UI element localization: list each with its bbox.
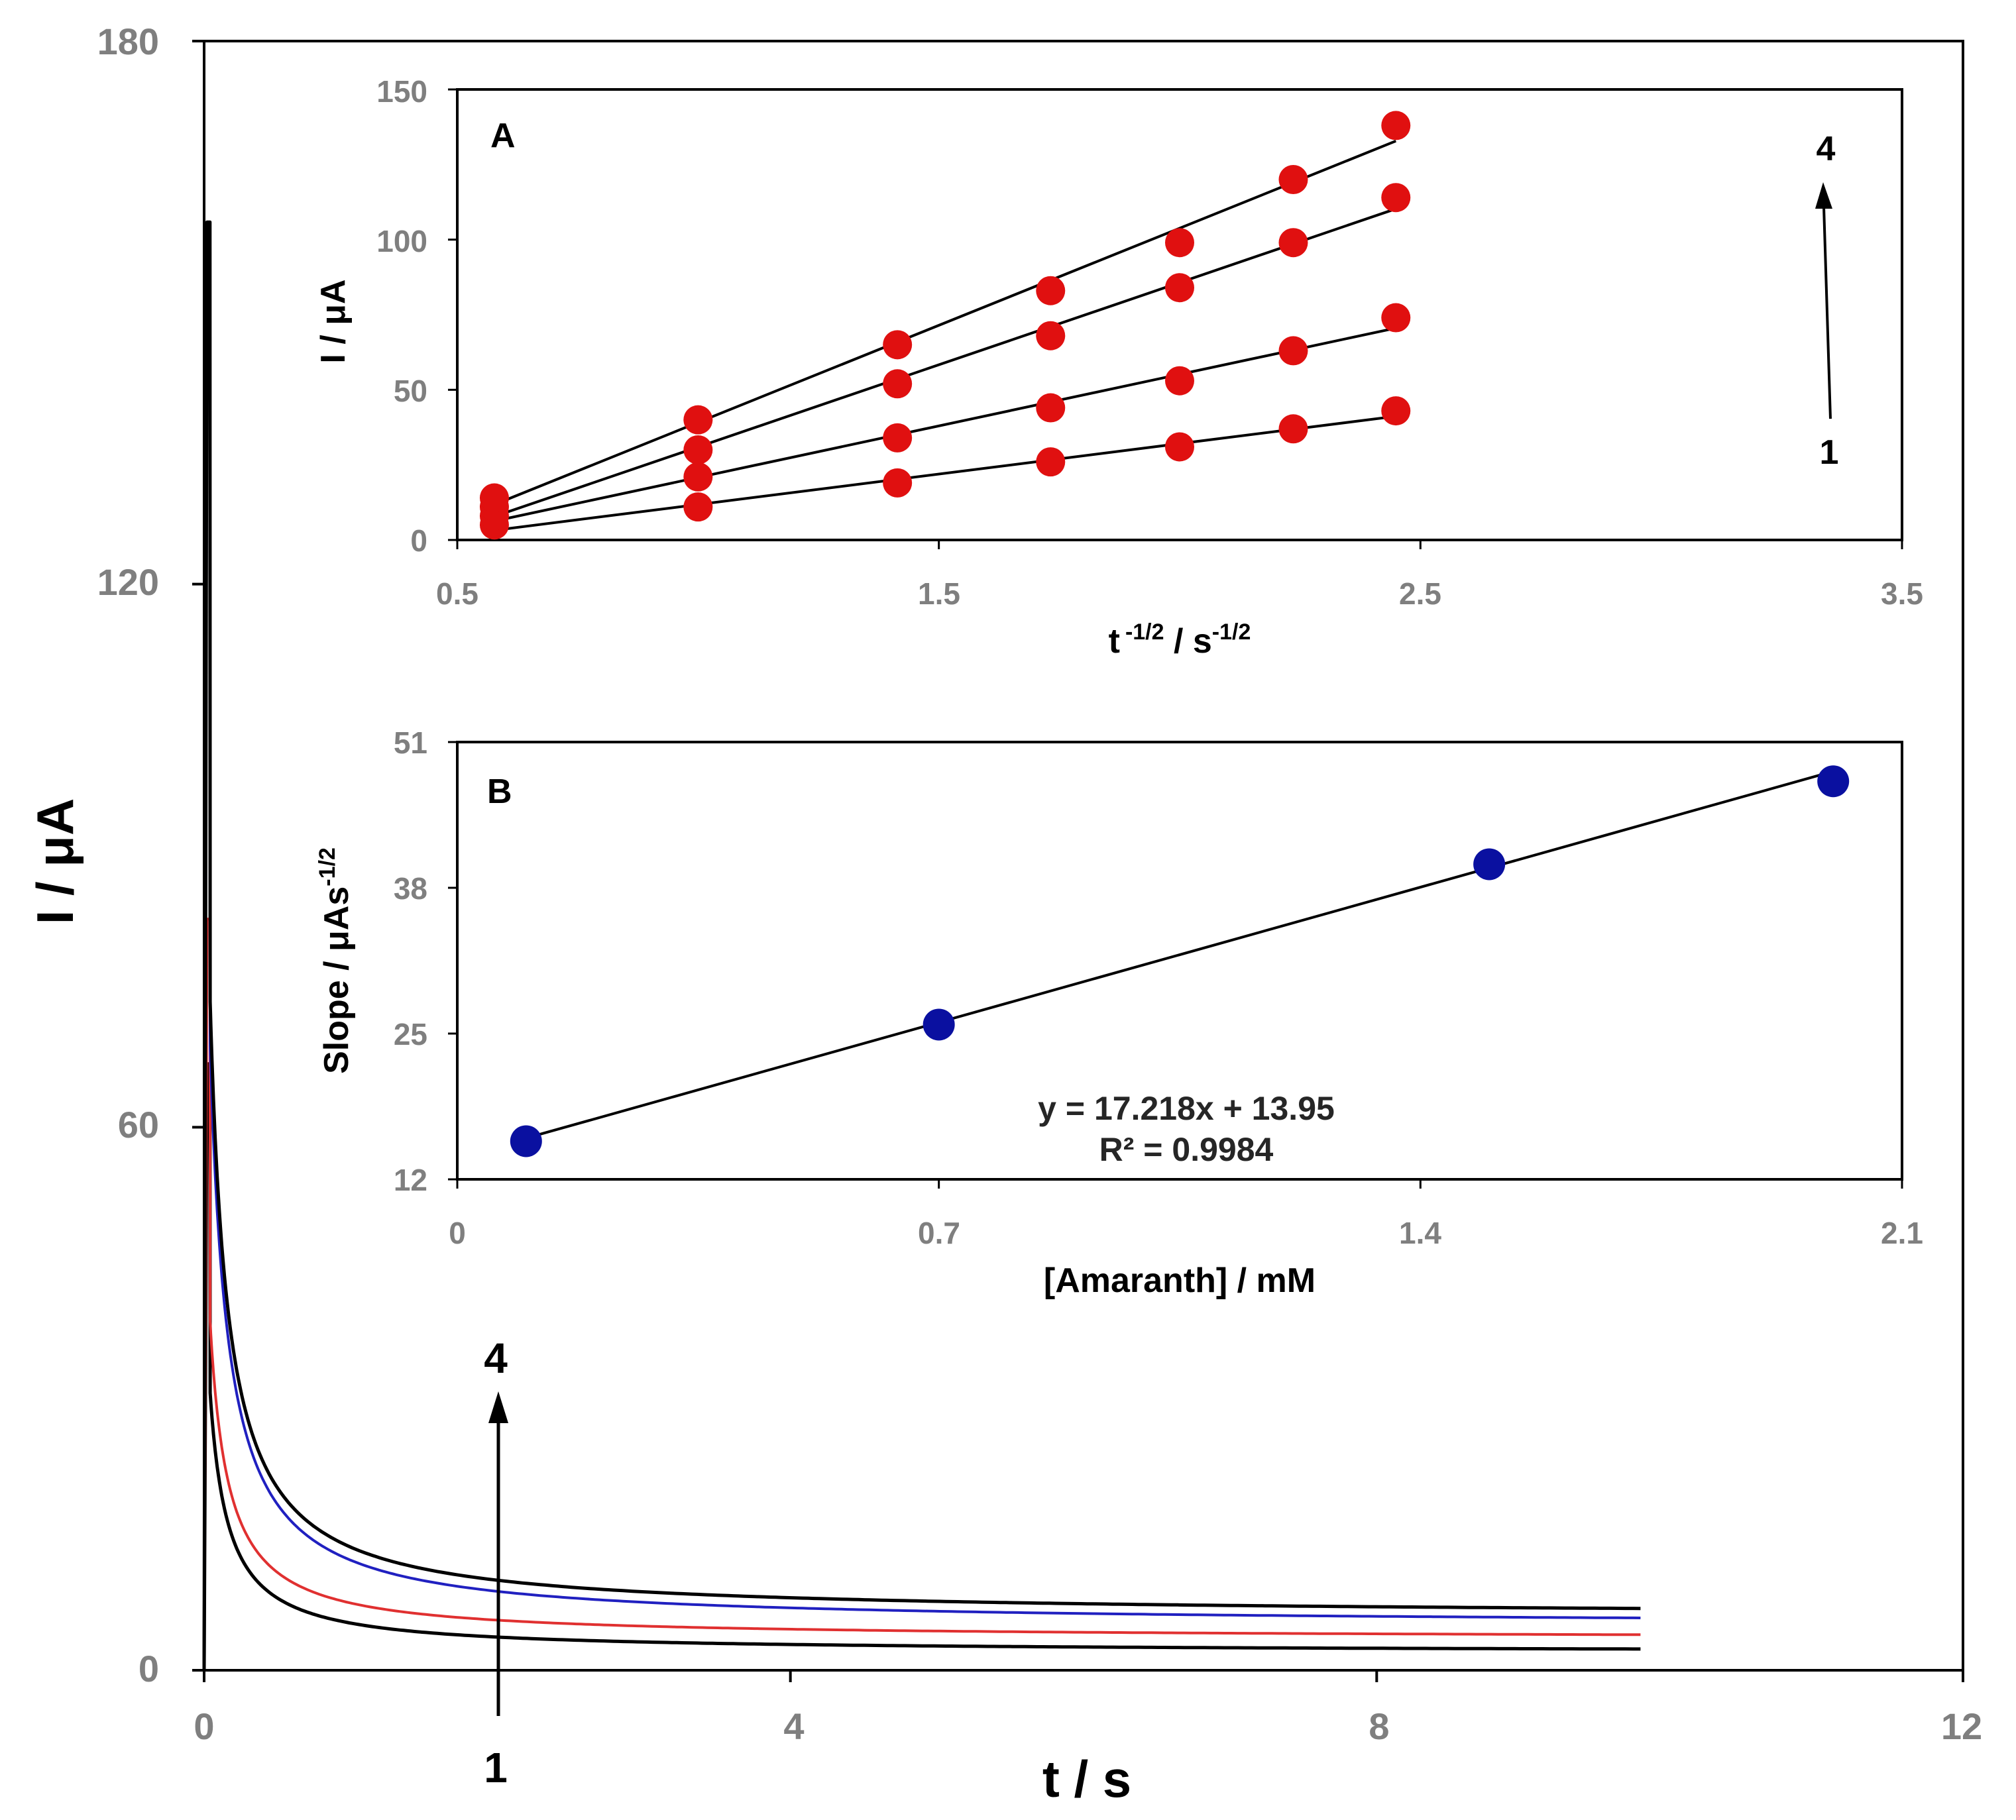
inset-a-points (479, 111, 1411, 540)
inset-b-xtick-label: 2.1 (1881, 1216, 1923, 1250)
inset-a-frame (456, 88, 1903, 541)
inset-a-point (683, 492, 713, 522)
inset-b-x-axis-title: [Amaranth] / mM (1044, 1261, 1316, 1300)
inset-a-point (1381, 183, 1411, 213)
main-xtick-label: 12 (1941, 1705, 1982, 1747)
inset-a-y-axis-title: I / μA (314, 279, 353, 363)
main-series-line-4 (202, 220, 1641, 1671)
inset-b-xtick-label: 1.4 (1399, 1216, 1441, 1250)
inset-a-point (1165, 432, 1194, 462)
main-ytick-label: 120 (97, 561, 159, 603)
inset-a-xtick-label: 1.5 (918, 576, 960, 611)
inset-a-point (683, 462, 713, 492)
main-series-line-1 (202, 1062, 1641, 1671)
inset-a-point (1165, 366, 1194, 396)
inset-b-fit-line (526, 770, 1834, 1140)
main-y-axis-title: I / μA (26, 798, 84, 925)
inset-a-arrow-shaft (1822, 206, 1832, 419)
inset-a-point (1036, 447, 1066, 477)
main-ticks (192, 40, 1964, 1682)
inset-a-point (1036, 276, 1066, 305)
inset-b-fit-line (526, 770, 1834, 1140)
inset-a-arrow-label-end: 4 (1817, 130, 1836, 168)
inset-b-ytick-label: 51 (394, 725, 427, 760)
inset-a-fit-line-4 (494, 139, 1397, 506)
inset-a-ticks (448, 88, 1903, 549)
inset-b-ticks (448, 741, 1903, 1189)
inset-b-ytick-label: 25 (394, 1017, 427, 1051)
inset-a-point (1278, 414, 1308, 444)
inset-b-point (1473, 848, 1506, 881)
main-xtick-label: 4 (783, 1705, 804, 1747)
main-series-line-3 (203, 311, 1641, 1671)
inset-a-point (1381, 111, 1411, 140)
inset-a-point (479, 483, 509, 513)
main-x-axis-title: t / s (1042, 1750, 1131, 1808)
inset-a-point (883, 468, 913, 498)
main-arrow-head (488, 1391, 508, 1423)
inset-b-xtick-label: 0.7 (918, 1216, 960, 1250)
inset-a-xtick-label: 0.5 (436, 576, 478, 611)
inset-b-point (1817, 765, 1850, 798)
inset-a-point (1165, 228, 1194, 258)
inset-a-ytick-label: 100 (376, 224, 427, 258)
inset-a-arrow-label-start: 1 (1820, 433, 1839, 472)
inset-b-y-axis-title: Slope / μAs-1/2 (315, 847, 356, 1074)
inset-a-xtick-label: 3.5 (1881, 576, 1923, 611)
main-arrow-label-end: 4 (484, 1334, 508, 1382)
inset-b-point (923, 1008, 955, 1041)
inset-a-point (683, 405, 713, 435)
inset-b-panel-label: B (487, 773, 512, 811)
inset-a-point (883, 369, 913, 399)
main-curves (202, 220, 1641, 1671)
inset-b-frame (456, 741, 1903, 1181)
main-arrow-label-start: 1 (484, 1744, 508, 1792)
inset-a-point (1165, 273, 1194, 303)
inset-b-points (510, 765, 1850, 1157)
inset-a-point (1278, 165, 1308, 194)
inset-a-xtick-label: 2.5 (1399, 576, 1441, 611)
inset-a-fit-line-3 (494, 207, 1396, 518)
inset-b-equation: y = 17.218x + 13.95 (1038, 1090, 1335, 1127)
main-xtick-label: 8 (1369, 1705, 1389, 1747)
inset-a-panel-label: A (490, 117, 516, 155)
inset-a-arrow-head (1815, 182, 1832, 209)
inset-a-ytick-label: 0 (410, 523, 427, 558)
inset-a-fit-lines (494, 139, 1397, 532)
inset-a-point (1278, 228, 1308, 258)
inset-b-xtick-label: 0 (449, 1216, 466, 1250)
inset-a-x-axis-title: t -1/2 / s-1/2 (1109, 619, 1251, 661)
main-ytick-label: 60 (118, 1104, 159, 1146)
inset-b-ytick-label: 38 (394, 871, 427, 906)
inset-a-point (1036, 393, 1066, 423)
main-ytick-label: 180 (97, 21, 159, 62)
inset-a-point (683, 435, 713, 464)
inset-a-fit-line-2 (494, 327, 1396, 523)
inset-a-ytick-label: 150 (376, 74, 427, 109)
inset-a-point (883, 330, 913, 360)
inset-b-r-squared: R² = 0.9984 (1099, 1131, 1274, 1168)
inset-a-fit-line-1 (494, 415, 1396, 532)
inset-a-point (883, 423, 913, 453)
inset-a-point (1278, 336, 1308, 366)
main-ytick-label: 0 (139, 1648, 159, 1689)
inset-b-ytick-label: 12 (394, 1163, 427, 1197)
inset-b-point (510, 1125, 542, 1157)
inset-a-point (1036, 321, 1066, 350)
inset-a-point (1381, 303, 1411, 333)
main-series-line-2 (203, 918, 1641, 1671)
main-xtick-label: 0 (194, 1705, 214, 1747)
inset-a-ytick-label: 50 (394, 374, 427, 408)
inset-a-point (1381, 396, 1411, 426)
